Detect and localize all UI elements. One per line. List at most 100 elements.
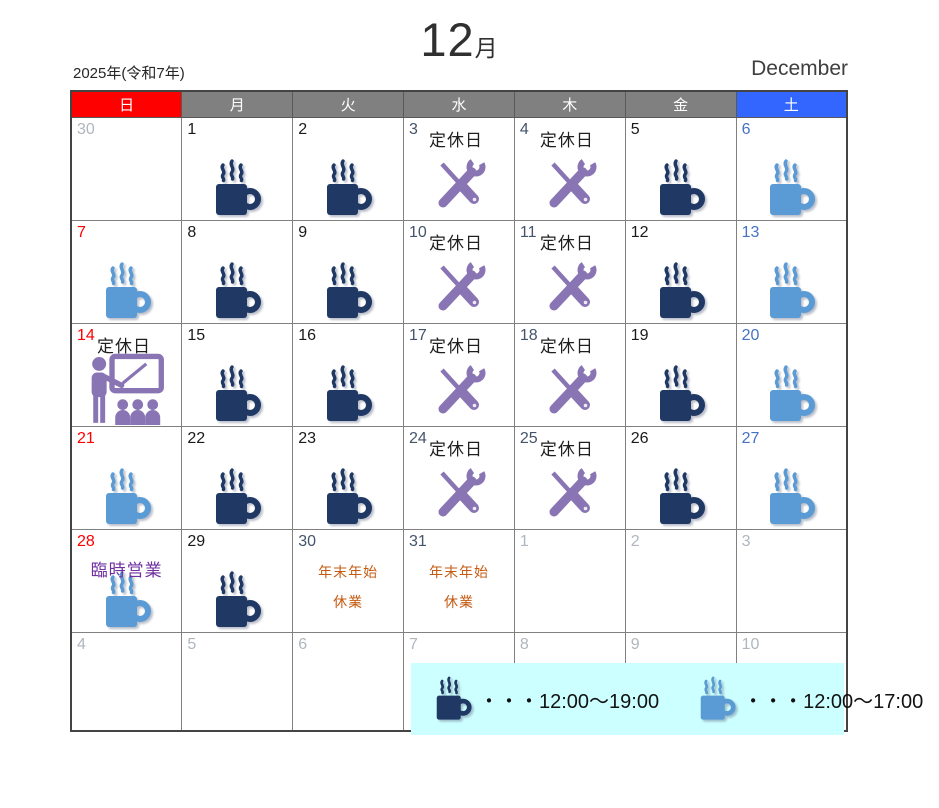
calendar-day-cell: 31 年末年始休業 bbox=[403, 528, 515, 633]
day-number: 1 bbox=[187, 120, 197, 138]
legend-item-weekday-hours: ・・・12:00～19:00 bbox=[429, 675, 659, 723]
closed-day-label: 定休日 bbox=[539, 130, 594, 150]
yearend-holiday-label: 年末年始 bbox=[428, 563, 489, 580]
calendar-day-cell: 10 定休日 bbox=[403, 219, 515, 324]
closed-day-label: 定休日 bbox=[429, 336, 484, 356]
day-number: 13 bbox=[741, 223, 760, 241]
calendar-day-cell: 25 定休日 bbox=[513, 425, 626, 530]
calendar: 日月火水木金土 30 1 2 3 定休日 4 定休日 bbox=[70, 90, 923, 735]
day-number: 29 bbox=[187, 532, 206, 550]
mug-dark-icon bbox=[317, 363, 379, 423]
day-number: 6 bbox=[298, 635, 308, 653]
mug-dark-icon bbox=[429, 675, 477, 723]
day-number: 18 bbox=[519, 326, 538, 344]
tools-icon bbox=[431, 155, 487, 211]
day-number: 17 bbox=[409, 326, 427, 344]
day-number: 30 bbox=[298, 532, 316, 550]
weekday-header-4: 木 bbox=[513, 90, 626, 118]
calendar-week-row: 7 8 9 10 定休日 11 定休 bbox=[70, 219, 848, 324]
calendar-day-cell: 29 bbox=[181, 528, 294, 633]
calendar-day-cell: 3 bbox=[735, 528, 848, 633]
calendar-week-row: 30 1 2 3 定休日 4 定休日 bbox=[70, 116, 848, 221]
closed-day-label: 定休日 bbox=[539, 439, 594, 459]
calendar-day-cell: 4 bbox=[70, 631, 183, 732]
month-suffix: 月 bbox=[474, 35, 498, 61]
mug-light-icon bbox=[96, 569, 158, 629]
day-number: 24 bbox=[409, 429, 427, 447]
day-number: 16 bbox=[298, 326, 316, 344]
calendar-day-cell: 23 bbox=[292, 425, 405, 530]
special-open-label: 臨時営業 bbox=[90, 560, 163, 580]
day-number: 21 bbox=[77, 429, 95, 447]
calendar-table: 日月火水木金土 30 1 2 3 定休日 4 定休日 bbox=[70, 90, 848, 732]
weekday-header-5: 金 bbox=[624, 90, 737, 118]
day-number: 23 bbox=[298, 429, 316, 447]
calendar-day-cell: 16 bbox=[292, 322, 405, 427]
closed-day-label: 定休日 bbox=[429, 439, 484, 459]
day-number: 11 bbox=[519, 223, 537, 241]
day-number: 10 bbox=[409, 223, 427, 241]
day-number: 22 bbox=[187, 429, 206, 447]
yearend-holiday-label: 休業 bbox=[443, 593, 474, 610]
calendar-day-cell: 27 bbox=[735, 425, 848, 530]
page-title: 12 月 bbox=[70, 14, 848, 66]
mug-dark-icon bbox=[206, 260, 268, 320]
mug-light-icon bbox=[760, 260, 822, 320]
mug-dark-icon bbox=[650, 260, 712, 320]
day-number: 14 bbox=[77, 326, 95, 344]
mug-dark-icon bbox=[650, 157, 712, 217]
tools-icon bbox=[431, 361, 487, 417]
day-number: 9 bbox=[298, 223, 308, 241]
weekday-header-1: 月 bbox=[181, 90, 294, 118]
calendar-week-row: 21 22 23 24 定休日 2 bbox=[70, 425, 848, 530]
closed-day-label: 定休日 bbox=[429, 233, 484, 253]
day-number: 31 bbox=[409, 532, 427, 550]
day-number: 27 bbox=[741, 429, 760, 447]
mug-light-icon bbox=[760, 157, 822, 217]
calendar-day-cell: 19 bbox=[624, 322, 737, 427]
closed-day-label: 定休日 bbox=[429, 130, 484, 150]
calendar-day-cell: 1 bbox=[181, 116, 294, 221]
mug-dark-icon bbox=[317, 157, 379, 217]
calendar-week-row: 14 定休日 15 16 17 定休日 bbox=[70, 322, 848, 427]
calendar-day-cell: 8 bbox=[181, 219, 294, 324]
opening-hours-legend: ・・・12:00～19:00 ・・・12:00～17:00 bbox=[411, 663, 923, 735]
calendar-day-cell: 14 定休日 bbox=[70, 322, 183, 427]
day-number: 4 bbox=[519, 120, 529, 138]
year-label: 2025年(令和7年) bbox=[73, 65, 185, 82]
mug-dark-icon bbox=[206, 363, 268, 423]
calendar-day-cell: 22 bbox=[181, 425, 294, 530]
closed-day-label: 定休日 bbox=[539, 336, 594, 356]
day-number: 5 bbox=[630, 120, 640, 138]
mug-dark-icon bbox=[206, 466, 268, 526]
day-number: 9 bbox=[630, 635, 640, 653]
mug-light-icon bbox=[760, 466, 822, 526]
mug-dark-icon bbox=[206, 569, 268, 629]
calendar-day-cell: 18 定休日 bbox=[513, 322, 626, 427]
yearend-holiday-label: 年末年始 bbox=[318, 563, 379, 580]
calendar-day-cell: 5 bbox=[624, 116, 737, 221]
day-number: 8 bbox=[519, 635, 529, 653]
day-number: 28 bbox=[77, 532, 95, 550]
calendar-day-cell: 3 定休日 bbox=[403, 116, 515, 221]
calendar-day-cell: 15 bbox=[181, 322, 294, 427]
tools-icon bbox=[542, 361, 598, 417]
mug-dark-icon bbox=[317, 466, 379, 526]
calendar-day-cell: 7 bbox=[70, 219, 183, 324]
tools-icon bbox=[542, 258, 598, 314]
seminar-icon bbox=[86, 350, 168, 425]
weekday-header-6: 土 bbox=[735, 90, 848, 118]
calendar-day-cell: 6 bbox=[292, 631, 405, 732]
day-number: 26 bbox=[630, 429, 649, 447]
day-number: 7 bbox=[77, 223, 86, 241]
calendar-day-cell: 28 臨時営業 bbox=[70, 528, 183, 633]
calendar-day-cell: 5 bbox=[181, 631, 294, 732]
tools-icon bbox=[431, 258, 487, 314]
day-number: 2 bbox=[630, 532, 640, 550]
yearend-holiday-label: 休業 bbox=[333, 593, 364, 610]
calendar-day-cell: 20 bbox=[735, 322, 848, 427]
day-number: 2 bbox=[298, 120, 308, 138]
calendar-day-cell: 2 bbox=[624, 528, 737, 633]
day-number: 30 bbox=[77, 120, 95, 138]
closed-day-label: 定休日 bbox=[97, 336, 151, 356]
